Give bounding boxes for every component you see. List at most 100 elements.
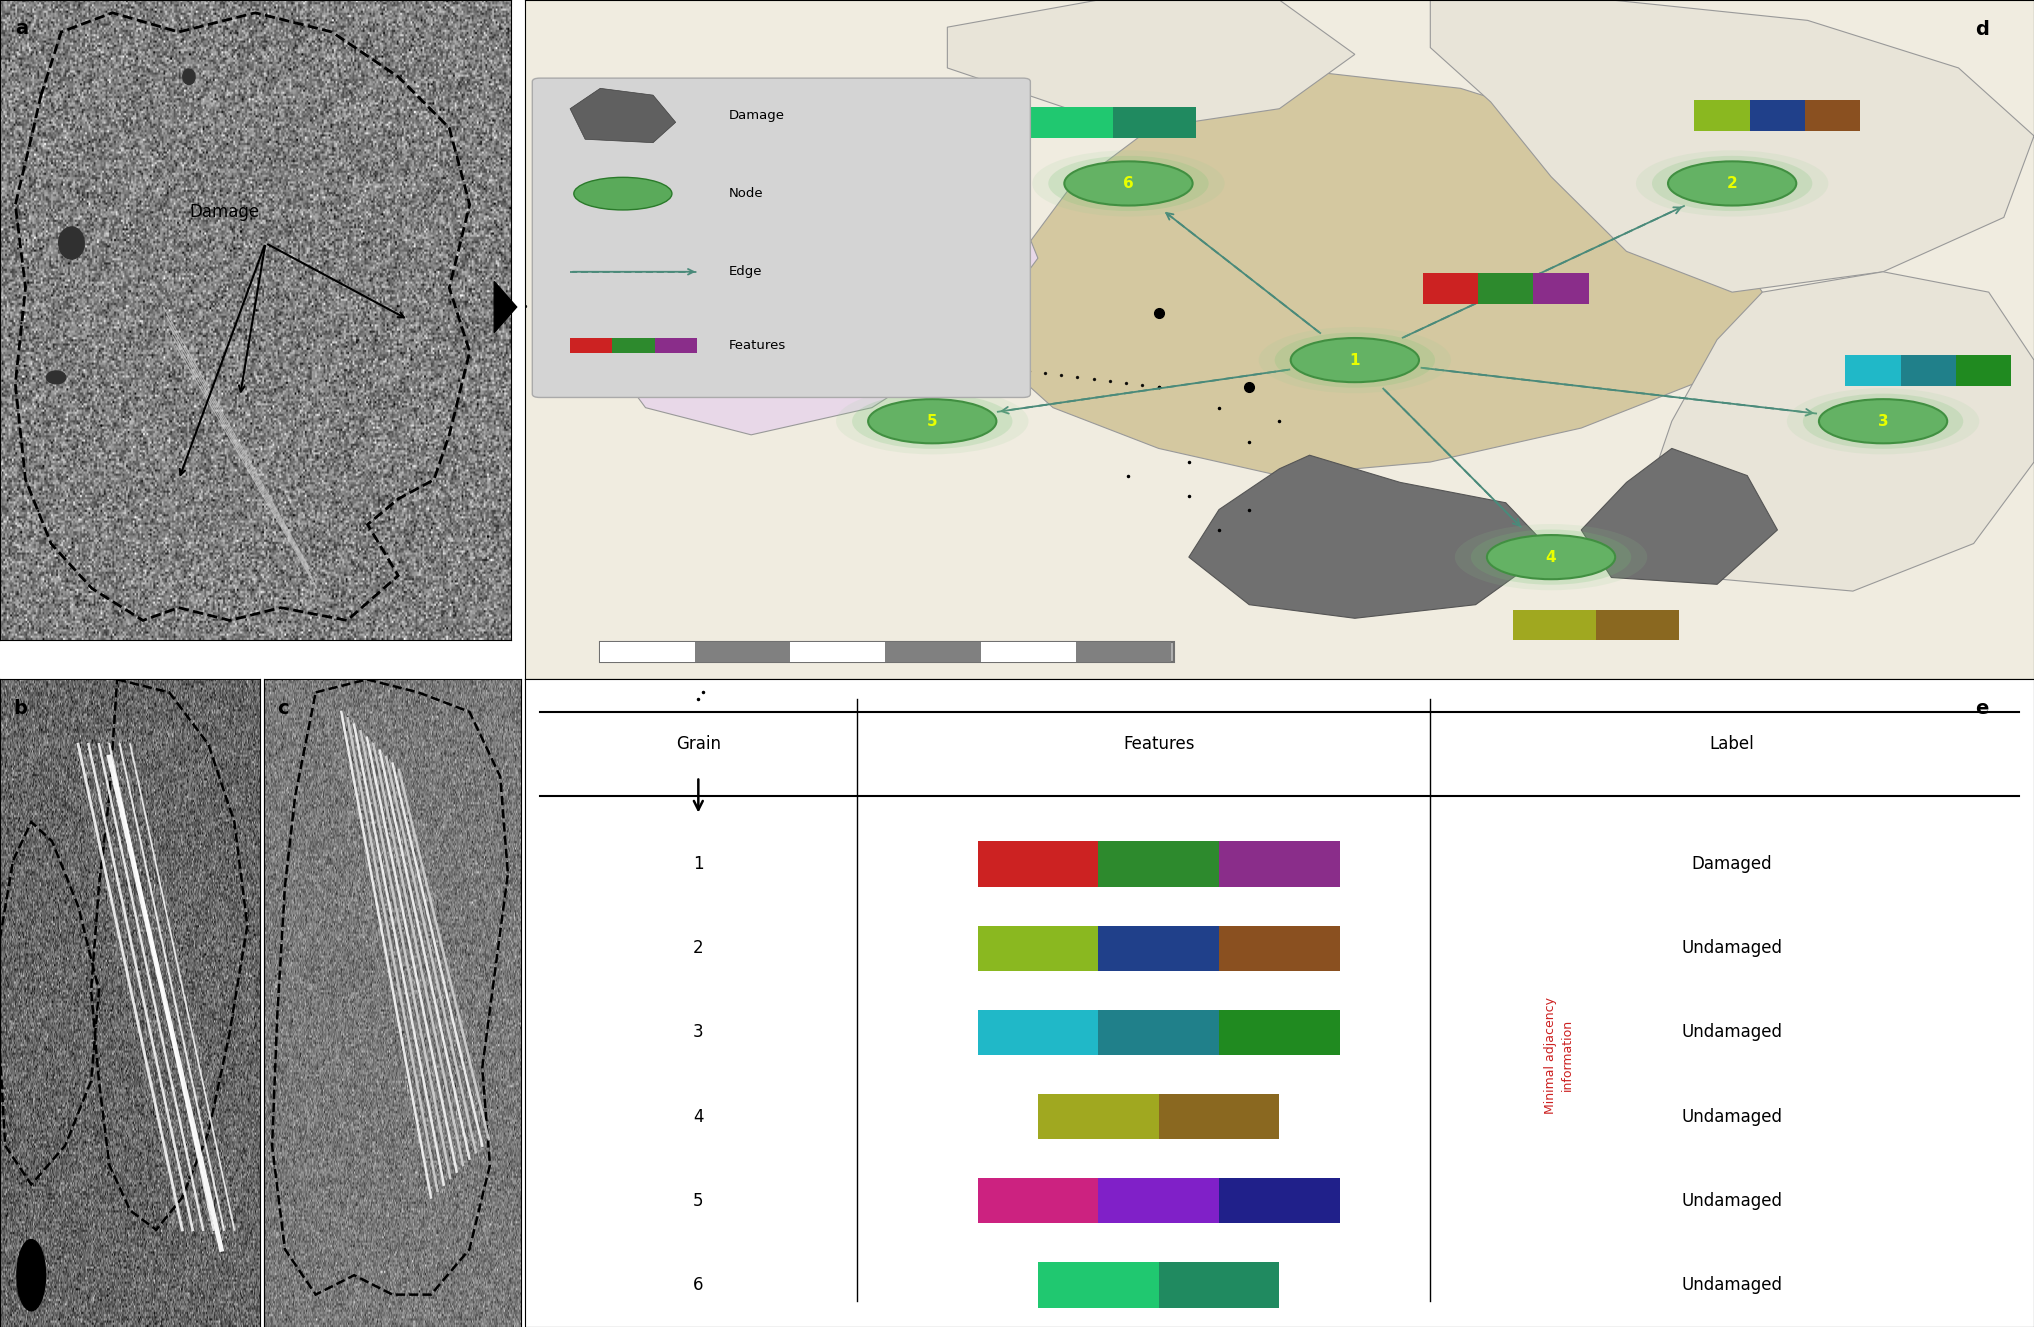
Bar [1218,1010,1340,1055]
Text: d: d [1975,20,1989,40]
Text: 6: 6 [1123,176,1133,191]
Bar [1804,101,1861,131]
Bar [1597,610,1680,641]
Ellipse shape [1275,333,1436,387]
Bar [1534,273,1589,304]
Text: 1: 1 [694,855,704,873]
Bar [1900,356,1957,386]
Ellipse shape [1802,394,1963,449]
Text: Undamaged: Undamaged [1682,1108,1782,1125]
Text: 2: 2 [1727,176,1737,191]
Text: Undamaged: Undamaged [1682,1275,1782,1294]
Polygon shape [1188,455,1552,618]
Bar [600,642,696,662]
Bar [1031,107,1113,138]
Bar [1037,1093,1159,1139]
Text: 4: 4 [1546,549,1556,564]
Bar [570,338,612,353]
Text: Undamaged: Undamaged [1682,1023,1782,1042]
Ellipse shape [1048,155,1208,211]
Bar [1037,1262,1159,1307]
Bar [791,642,885,662]
Text: a: a [16,19,28,38]
Bar [978,1010,1098,1055]
Bar [1098,841,1218,886]
Text: 3: 3 [1877,414,1888,429]
Text: 2: 2 [694,940,704,957]
Text: Label: Label [1711,735,1755,754]
Bar [1159,1093,1279,1139]
Text: Damage: Damage [728,109,785,122]
Ellipse shape [1668,162,1796,206]
Bar [1513,610,1597,641]
Ellipse shape [1471,529,1631,585]
Text: 3: 3 [694,1023,704,1042]
Ellipse shape [1259,326,1450,393]
Bar [1749,101,1804,131]
Text: 5: 5 [928,414,938,429]
Ellipse shape [1635,150,1829,216]
Text: Node: Node [728,187,763,200]
Text: 5: 5 [694,1192,704,1210]
Circle shape [59,227,83,259]
Bar [1159,1262,1279,1307]
Bar [655,338,698,353]
Ellipse shape [1652,155,1812,211]
Bar [980,642,1076,662]
Polygon shape [1430,0,2034,292]
Polygon shape [494,281,517,333]
Text: Edge: Edge [728,265,763,279]
Polygon shape [978,68,1761,475]
Ellipse shape [574,178,671,210]
Ellipse shape [1292,338,1420,382]
Text: Grain: Grain [675,735,720,754]
Text: e: e [1975,699,1989,718]
Bar [1098,1178,1218,1223]
Text: 4: 4 [694,1108,704,1125]
Bar [797,345,852,376]
Circle shape [16,1239,45,1311]
Ellipse shape [1454,524,1648,591]
Text: Damage: Damage [189,203,260,222]
Bar [1957,356,2012,386]
Ellipse shape [852,394,1013,449]
Bar [885,642,980,662]
Ellipse shape [1031,150,1224,216]
Text: 1: 1 [1351,353,1361,368]
Bar [1694,101,1749,131]
Ellipse shape [836,387,1029,454]
Bar [1845,356,1900,386]
Bar [600,642,1174,662]
Text: Features: Features [728,340,785,353]
FancyBboxPatch shape [533,78,1031,398]
Bar [978,1178,1098,1223]
Bar [1113,107,1196,138]
Polygon shape [948,0,1355,122]
Bar [1218,841,1340,886]
Ellipse shape [1487,535,1615,579]
Text: Undamaged: Undamaged [1682,940,1782,957]
Bar [1098,1010,1218,1055]
Text: c: c [277,699,289,718]
Polygon shape [1580,449,1778,584]
Bar [1076,642,1172,662]
Polygon shape [1641,272,2034,591]
Circle shape [183,69,195,85]
Text: 6: 6 [694,1275,704,1294]
Bar [978,925,1098,971]
Bar [1098,925,1218,971]
Ellipse shape [1818,399,1947,443]
Bar [1422,273,1479,304]
Ellipse shape [47,372,65,384]
Polygon shape [586,102,1037,435]
Bar [612,338,655,353]
Bar [696,642,791,662]
Polygon shape [570,89,675,143]
Text: Minimal adjacency
information: Minimal adjacency information [1544,997,1574,1113]
Bar [907,345,962,376]
Bar [978,841,1098,886]
Text: b: b [12,699,26,718]
Ellipse shape [1064,162,1192,206]
Ellipse shape [1786,387,1979,454]
Bar [1479,273,1534,304]
